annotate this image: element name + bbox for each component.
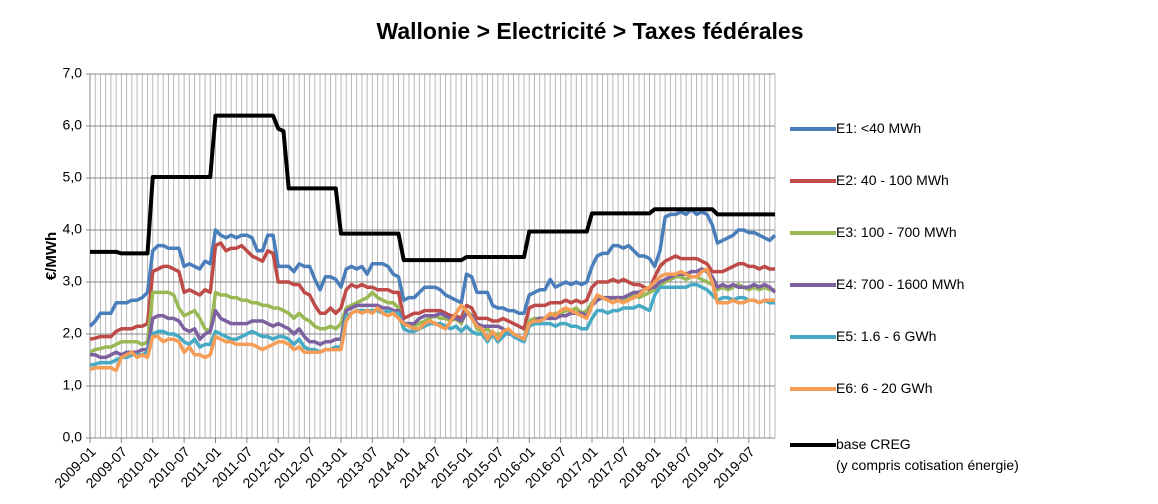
legend-label: E3: 100 - 700 MWh (836, 224, 957, 240)
series-line (90, 113, 775, 263)
legend-entry: E4: 700 - 1600 MWh (790, 276, 1158, 295)
chart-title: Wallonie > Electricité > Taxes fédérales (377, 18, 804, 44)
series-line (90, 267, 777, 360)
legend-label: E1: <40 MWh (836, 120, 922, 136)
legend-swatch (790, 127, 836, 131)
y-axis-title: €/MWh (43, 232, 60, 280)
legend-label: E2: 40 - 100 MWh (836, 172, 949, 188)
legend-entry: base CREG (y compris cotisation énergie) (790, 436, 1158, 476)
y-tick-label: 4,0 (63, 221, 83, 237)
legend-entry: E6: 6 - 20 GWh (790, 380, 1158, 399)
legend-entry: E5: 1.6 - 6 GWh (790, 328, 1158, 347)
series-line (89, 241, 775, 341)
y-tick-label: 5,0 (63, 169, 83, 185)
legend-swatch (790, 387, 836, 391)
legend-label: E5: 1.6 - 6 GWh (836, 328, 937, 344)
series-line (88, 207, 777, 328)
series-line (89, 267, 775, 373)
y-tick-label: 3,0 (63, 273, 83, 289)
y-tick-label: 1,0 (63, 377, 83, 393)
legend-entry: E3: 100 - 700 MWh (790, 224, 1158, 243)
legend-swatch (790, 283, 836, 287)
legend-entry: E1: <40 MWh (790, 120, 1158, 139)
legend-label: base CREG (y compris cotisation énergie) (836, 436, 1019, 473)
legend-swatch (790, 231, 836, 235)
legend-swatch (790, 443, 836, 447)
legend-swatch (790, 335, 836, 339)
y-tick-label: 6,0 (63, 117, 83, 133)
legend-swatch (790, 179, 836, 183)
legend-label: E4: 700 - 1600 MWh (836, 276, 965, 292)
legend-label: E6: 6 - 20 GWh (836, 380, 933, 396)
y-tick-label: 2,0 (63, 325, 83, 341)
y-tick-label: 7,0 (63, 65, 83, 81)
legend-entry: E2: 40 - 100 MWh (790, 172, 1158, 191)
y-tick-label: 0,0 (63, 429, 83, 445)
